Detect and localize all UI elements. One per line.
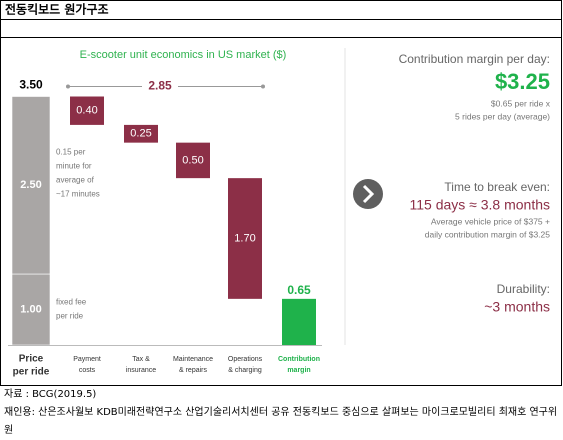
price-segment — [11, 96, 51, 275]
price-note: 0.15 per — [56, 147, 86, 156]
bracket-end — [66, 84, 70, 89]
total-label: 3.50 — [19, 78, 43, 92]
value-label: 1.00 — [20, 303, 41, 315]
panel-detail: Average vehicle price of $375 + — [431, 216, 550, 226]
panel-detail: $0.65 per ride x — [491, 98, 551, 108]
x-tick-label: costs — [79, 367, 96, 374]
footer: 자료 : BCG(2019.5) 재인용: 산은조사월보 KDB미래전략연구소 … — [4, 386, 560, 440]
citation: 재인용: 산은조사월보 KDB미래전략연구소 산업기술리서치센터 공유 전동킥보… — [4, 407, 558, 436]
x-tick-label: Contribution — [278, 356, 320, 363]
value-label: 2.50 — [20, 179, 41, 191]
cost-bar — [228, 178, 262, 299]
margin-bar — [282, 298, 316, 345]
chart: 전동킥보드 원가구조 E-scooter unit economics in U… — [0, 0, 562, 386]
panel-detail: 5 rides per day (average) — [455, 111, 550, 121]
arrow-circle — [353, 179, 383, 209]
cost-bar — [70, 96, 104, 125]
cost-bar — [176, 142, 210, 179]
x-tick-label: & repairs — [179, 367, 208, 374]
value-label: 0.65 — [287, 283, 311, 297]
value-label: 0.50 — [182, 154, 203, 166]
panel-heading: Contribution margin per day: — [399, 52, 550, 66]
bracket-end — [261, 84, 265, 89]
panel-highlight: 115 days ≈ 3.8 months — [409, 197, 550, 213]
x-tick-label: Tax & — [132, 356, 150, 363]
panel-highlight: $3.25 — [495, 69, 550, 94]
chart-title: E-scooter unit economics in US market ($… — [80, 49, 287, 61]
panel-heading: Time to break even: — [444, 180, 550, 194]
price-segment — [11, 273, 51, 346]
x-tick-label: Price — [19, 354, 44, 365]
panel-heading: Durability: — [497, 282, 550, 296]
price-note: minute for — [56, 161, 92, 170]
x-tick-label: per ride — [13, 367, 50, 378]
cost-bar — [124, 124, 158, 143]
header-title: 전동킥보드 원가구조 — [5, 2, 109, 17]
x-tick-label: margin — [287, 367, 310, 374]
bracket-bg — [142, 79, 178, 94]
x-tick-label: & charging — [228, 367, 262, 374]
panel-detail: daily contribution margin of $3.25 — [425, 229, 550, 239]
price-note: per ride — [56, 312, 84, 321]
value-label: 1.70 — [234, 232, 255, 244]
panel-highlight: ~3 months — [484, 299, 550, 315]
x-tick-label: insurance — [126, 367, 156, 374]
price-note: average of — [56, 175, 95, 184]
arrow — [362, 184, 375, 204]
value-label: 0.25 — [130, 128, 151, 140]
x-tick-label: Payment — [73, 356, 101, 363]
frame — [0, 0, 562, 386]
x-tick-label: Maintenance — [173, 356, 213, 363]
bracket-label: 2.85 — [148, 79, 172, 93]
value-label: 0.40 — [76, 105, 97, 117]
x-tick-label: Operations — [228, 356, 263, 363]
price-note: ~17 minutes — [56, 189, 100, 198]
price-note: fixed fee — [56, 298, 87, 307]
source: 자료 : BCG(2019.5) — [4, 389, 97, 400]
